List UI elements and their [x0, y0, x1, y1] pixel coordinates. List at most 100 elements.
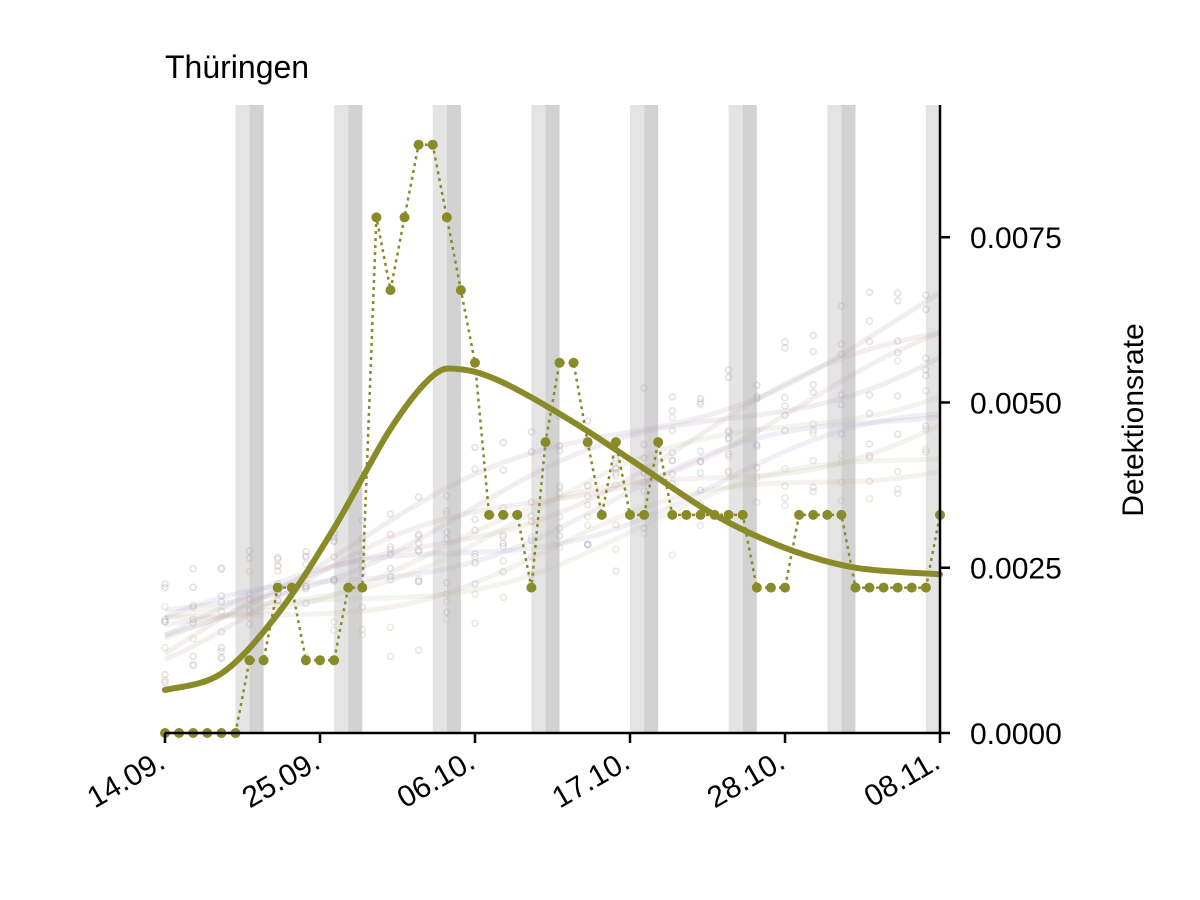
- background-point: [358, 603, 367, 611]
- series-daily-point: [554, 357, 565, 368]
- background-point: [668, 448, 677, 457]
- weekend-saturday-band: [630, 105, 645, 733]
- background-point: [527, 552, 536, 561]
- background-point: [217, 628, 226, 636]
- series-daily-point: [822, 509, 833, 520]
- background-point: [443, 597, 451, 606]
- background-point: [753, 498, 761, 507]
- background-point: [245, 607, 254, 615]
- background-point: [922, 371, 930, 380]
- background-point: [245, 620, 254, 628]
- background-point: [161, 617, 169, 626]
- background-point: [612, 464, 620, 472]
- background-point: [809, 483, 817, 491]
- series-daily-point: [765, 582, 776, 593]
- background-point: [414, 547, 423, 556]
- series-daily-point: [413, 139, 424, 150]
- background-point: [612, 545, 620, 553]
- background-point: [443, 507, 451, 515]
- background-point: [161, 580, 169, 588]
- background-point: [217, 564, 226, 572]
- background-point: [724, 366, 733, 374]
- background-point: [302, 585, 310, 593]
- series-daily-point: [272, 582, 283, 593]
- background-point: [696, 486, 705, 495]
- background-point: [414, 577, 423, 586]
- background-point: [583, 540, 592, 549]
- series-daily-point: [371, 212, 382, 223]
- series-layer: [160, 139, 945, 738]
- series-daily-point: [568, 357, 579, 368]
- weekend-saturday-band: [432, 105, 447, 733]
- background-point: [414, 532, 423, 540]
- series-daily-point: [794, 509, 805, 520]
- series-daily-point: [892, 582, 903, 593]
- series-daily-point: [625, 509, 635, 520]
- series-daily-point: [751, 582, 762, 593]
- background-line: [164, 456, 941, 642]
- background-point: [471, 590, 479, 598]
- background-point: [499, 593, 507, 602]
- background-point: [781, 402, 789, 410]
- background-point: [865, 288, 874, 297]
- background-point: [330, 537, 338, 546]
- background-point: [245, 554, 254, 562]
- background-point: [555, 543, 564, 552]
- background-point: [273, 562, 282, 570]
- series-daily-point: [639, 509, 650, 520]
- background-point: [612, 465, 620, 473]
- background-point: [865, 440, 874, 448]
- background-point: [386, 530, 395, 539]
- background-point: [245, 590, 254, 598]
- background-point: [330, 576, 338, 584]
- background-point: [612, 567, 620, 575]
- background-point: [245, 567, 254, 576]
- x-tick-label: 28.10.: [702, 744, 791, 814]
- background-point: [217, 591, 226, 600]
- background-point: [837, 430, 846, 438]
- background-point: [640, 487, 648, 495]
- background-point: [555, 482, 564, 490]
- background-point: [386, 545, 395, 554]
- background-point: [161, 643, 169, 652]
- background-point: [555, 524, 564, 532]
- background-line: [164, 468, 941, 628]
- background-point: [837, 350, 846, 359]
- series-daily-point: [864, 582, 875, 593]
- background-point: [443, 608, 451, 617]
- background-point: [922, 422, 930, 430]
- background-point: [583, 521, 592, 529]
- background-point: [753, 394, 761, 403]
- background-point: [443, 528, 451, 537]
- weekend-sunday-band: [446, 105, 461, 733]
- background-point: [696, 521, 705, 530]
- background-point: [499, 542, 507, 551]
- background-point: [358, 534, 367, 542]
- background-point: [161, 676, 169, 685]
- background-point: [865, 477, 874, 485]
- background-point: [781, 393, 789, 402]
- background-point: [781, 411, 789, 420]
- background-point: [527, 536, 536, 545]
- series-daily-point: [667, 509, 678, 520]
- background-point: [245, 605, 254, 613]
- series-daily-point: [596, 509, 607, 520]
- background-point: [753, 440, 761, 449]
- background-point: [781, 426, 789, 435]
- x-tick-label: 25.09.: [237, 744, 326, 814]
- background-point: [809, 380, 817, 389]
- background-point: [696, 398, 705, 406]
- background-point: [668, 551, 677, 559]
- background-point: [189, 635, 197, 643]
- series-daily-point: [850, 582, 861, 593]
- series-daily-point: [582, 437, 593, 448]
- weekend-saturday-band: [827, 105, 842, 733]
- series-daily-point: [920, 582, 931, 593]
- background-point: [527, 498, 536, 506]
- weekend-saturday-band: [728, 105, 743, 733]
- background-point: [668, 470, 677, 478]
- background-point: [809, 429, 817, 438]
- background-line: [163, 330, 941, 656]
- background-point: [245, 595, 254, 604]
